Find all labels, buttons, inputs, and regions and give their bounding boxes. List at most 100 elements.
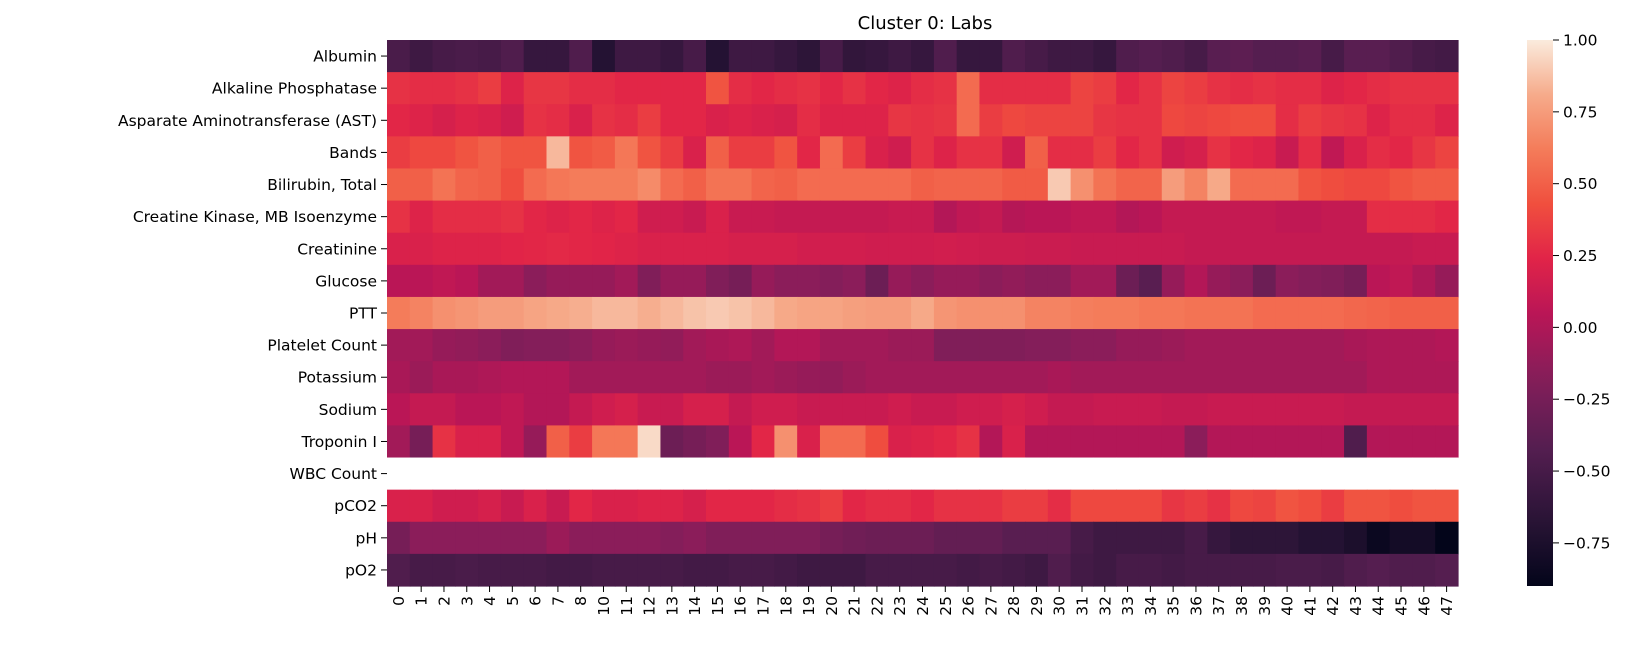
heatmap-cell — [751, 232, 775, 266]
heatmap-cell — [1252, 264, 1277, 298]
heatmap-cell — [1184, 168, 1208, 202]
heatmap-cell — [432, 425, 456, 459]
heatmap-cell — [409, 264, 434, 298]
heatmap-cell — [1002, 489, 1026, 523]
heatmap-cell — [1161, 104, 1186, 137]
heatmap-cell — [1435, 168, 1459, 202]
heatmap-cell — [1275, 457, 1300, 491]
y-tick-label: Platelet Count — [267, 337, 377, 355]
heatmap-cell — [706, 296, 730, 330]
heatmap-cell — [1321, 329, 1345, 362]
x-tick-label: 11 — [618, 596, 636, 616]
heatmap-cell — [660, 264, 684, 298]
heatmap-cell — [706, 104, 730, 137]
heatmap-cell — [500, 264, 525, 298]
heatmap-cell — [1184, 232, 1208, 266]
heatmap-cell — [683, 457, 707, 491]
heatmap-cell — [614, 296, 639, 330]
colorbar-tick-label: −0.75 — [1563, 534, 1611, 552]
heatmap-cell — [728, 361, 753, 394]
heatmap-cell — [614, 393, 639, 427]
heatmap-cell — [523, 393, 548, 427]
heatmap-cell — [683, 489, 707, 523]
heatmap-cell — [1252, 457, 1277, 491]
heatmap-cell — [1366, 489, 1391, 523]
x-tick-label: 17 — [754, 596, 772, 616]
heatmap-cell — [387, 361, 411, 394]
heatmap-cell — [933, 200, 958, 234]
heatmap-cell — [1207, 457, 1231, 491]
heatmap-cell — [1435, 553, 1459, 587]
heatmap-cell — [1161, 200, 1186, 234]
heatmap-cell — [500, 232, 525, 266]
x-tick-label: 43 — [1347, 596, 1365, 616]
heatmap-cell — [706, 329, 730, 362]
heatmap-cell — [1298, 553, 1322, 587]
x-tick-label: 34 — [1142, 596, 1160, 616]
heatmap-cell — [1298, 489, 1322, 523]
heatmap-cell — [1116, 361, 1140, 394]
heatmap-cell — [1412, 296, 1436, 330]
heatmap-cell — [500, 553, 525, 587]
heatmap-cell — [865, 521, 889, 555]
heatmap-cell — [774, 489, 798, 523]
heatmap-cell — [728, 393, 753, 427]
heatmap-cell — [409, 104, 434, 137]
heatmap-cell — [523, 72, 548, 105]
heatmap-cell — [1025, 425, 1049, 459]
heatmap-cell — [706, 521, 730, 555]
heatmap-cell — [774, 361, 798, 394]
heatmap-cell — [819, 104, 844, 137]
heatmap-cell — [1230, 361, 1254, 394]
heatmap-cell — [1070, 136, 1095, 170]
heatmap-cell — [888, 40, 912, 73]
x-tick-label: 16 — [732, 596, 750, 616]
heatmap-cell — [1138, 457, 1163, 491]
heatmap-cell — [637, 489, 662, 523]
heatmap-cell — [728, 104, 753, 137]
heatmap-cell — [500, 200, 525, 234]
heatmap-cell — [1116, 489, 1140, 523]
heatmap-cell — [1161, 521, 1186, 555]
heatmap-cell — [387, 457, 411, 491]
heatmap-cell — [1025, 393, 1049, 427]
heatmap-cell — [569, 72, 593, 105]
heatmap-cell — [500, 489, 525, 523]
heatmap-cell — [933, 361, 958, 394]
heatmap-cell — [569, 393, 593, 427]
heatmap-cell — [1344, 393, 1368, 427]
heatmap-cell — [387, 296, 411, 330]
heatmap-cell — [1025, 72, 1049, 105]
heatmap-cell — [523, 489, 548, 523]
heatmap-cell — [660, 296, 684, 330]
x-tick-label: 40 — [1279, 596, 1297, 616]
heatmap-cell — [1138, 553, 1163, 587]
heatmap-cell — [1002, 136, 1026, 170]
heatmap-cell — [888, 232, 912, 266]
heatmap-cell — [1207, 168, 1231, 202]
heatmap-cell — [1298, 521, 1322, 555]
heatmap-cell — [683, 72, 707, 105]
heatmap-cell — [865, 232, 889, 266]
heatmap-cell — [1161, 232, 1186, 266]
heatmap-cell — [660, 200, 684, 234]
heatmap-cell — [1138, 40, 1163, 73]
x-tick-label: 13 — [663, 596, 681, 616]
heatmap-cell — [1230, 40, 1254, 73]
heatmap-cell — [523, 168, 548, 202]
heatmap-cell — [523, 136, 548, 170]
heatmap-cell — [387, 200, 411, 234]
heatmap-cell — [751, 200, 775, 234]
heatmap-cell — [478, 264, 502, 298]
heatmap-cell — [523, 232, 548, 266]
heatmap-cell — [614, 425, 639, 459]
colorbar-tick-label: 0.25 — [1563, 247, 1598, 265]
heatmap-cell — [1435, 104, 1459, 137]
heatmap-cell — [637, 361, 662, 394]
heatmap-cell — [1025, 361, 1049, 394]
heatmap-cell — [683, 40, 707, 73]
heatmap-cell — [774, 136, 798, 170]
heatmap-cell — [1093, 136, 1117, 170]
heatmap-cell — [614, 168, 639, 202]
heatmap-cell — [683, 425, 707, 459]
